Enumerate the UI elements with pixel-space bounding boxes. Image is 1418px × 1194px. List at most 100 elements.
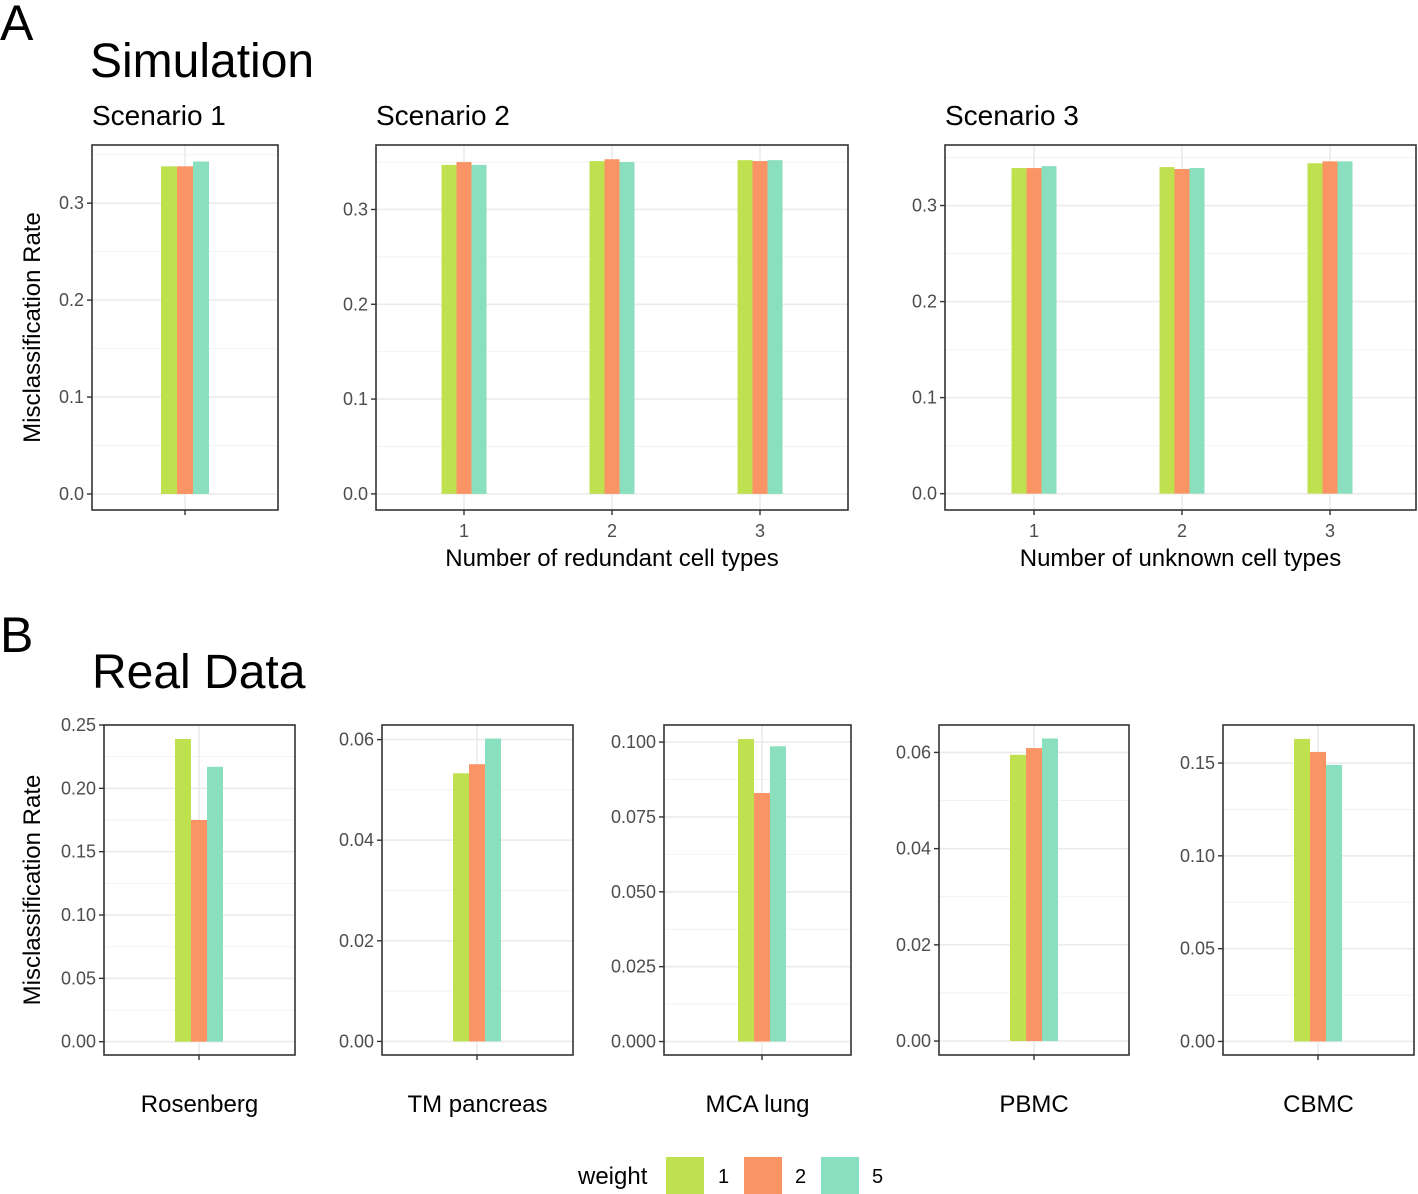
- y-tick-label: 0.00: [896, 1031, 931, 1051]
- bar-weight-1: [1294, 738, 1310, 1042]
- bar-weight-5-cat-3: [767, 160, 783, 494]
- bar-weight-2: [1026, 748, 1042, 1042]
- bar-weight-5-cat-3: [1337, 161, 1353, 494]
- y-tick-label: 0.1: [59, 387, 84, 407]
- panel-b-letter: B: [0, 607, 33, 663]
- y-tick-label: 0.05: [1180, 939, 1215, 959]
- legend-swatch-1: [666, 1157, 704, 1194]
- legend-swatch-2: [744, 1157, 782, 1194]
- bar-weight-2: [177, 166, 193, 495]
- bar-weight-1-cat-3: [737, 160, 753, 494]
- bar-weight-5-cat-1: [1041, 166, 1057, 494]
- legend-label-2: 2: [795, 1166, 806, 1188]
- subplot-title: Scenario 3: [945, 100, 1079, 131]
- chart-panel-6: 0.000 0.025 0.050 0.075 0.100 MCA lung: [611, 724, 852, 1118]
- bar-weight-1: [738, 739, 754, 1042]
- panel-b-title: Real Data: [92, 646, 306, 699]
- y-tick-label: 0.0: [59, 484, 84, 504]
- y-tick-label: 0.2: [343, 294, 368, 314]
- y-tick-label: 0.10: [61, 905, 96, 925]
- y-tick-label: 0.04: [896, 839, 931, 859]
- x-tick-label: 2: [1177, 521, 1187, 541]
- chart-panel-8: 0.00 0.05 0.10 0.15 CBMC: [1180, 724, 1415, 1118]
- bar-weight-2-cat-2: [604, 159, 620, 494]
- bar-weight-2: [754, 792, 770, 1042]
- bar-weight-1: [453, 773, 469, 1042]
- chart-panel-3: 0.0 0.1 0.2 0.3 1 2 3 Scenario 3 Number of unkno…: [912, 100, 1417, 572]
- bar-weight-5: [1326, 764, 1342, 1042]
- x-axis-title: Rosenberg: [141, 1091, 258, 1118]
- y-tick-label: 0.3: [912, 196, 937, 216]
- bar-weight-1-cat-3: [1307, 163, 1323, 494]
- chart-panel-7: 0.00 0.02 0.04 0.06 PBMC: [896, 724, 1130, 1118]
- bar-weight-1: [1010, 754, 1026, 1042]
- y-tick-label: 0.3: [59, 193, 84, 213]
- legend-swatch-5: [821, 1157, 859, 1194]
- x-tick-label: 1: [1029, 521, 1039, 541]
- y-tick-label: 0.050: [611, 882, 656, 902]
- x-axis-title: MCA lung: [705, 1091, 809, 1118]
- bar-weight-5-cat-1: [471, 164, 487, 494]
- bar-weight-2: [469, 764, 485, 1042]
- y-tick-label: 0.025: [611, 957, 656, 977]
- y-tick-label: 0.2: [912, 292, 937, 312]
- y-tick-label: 0.02: [339, 931, 374, 951]
- bar-weight-2-cat-2: [1174, 169, 1190, 494]
- bar-weight-5: [1042, 738, 1058, 1042]
- y-tick-label: 0.06: [339, 730, 374, 750]
- bar-weight-5: [770, 746, 786, 1042]
- chart-panel-5: 0.00 0.02 0.04 0.06 TM pancreas: [339, 724, 574, 1118]
- legend-label-1: 1: [718, 1166, 729, 1188]
- y-tick-label: 0.04: [339, 830, 374, 850]
- subplot-title: Scenario 2: [376, 100, 510, 131]
- x-axis-title: Number of redundant cell types: [445, 545, 779, 572]
- panel-a-title: Simulation: [90, 35, 314, 88]
- bar-weight-1: [175, 738, 191, 1042]
- panel-a-letter: A: [0, 0, 34, 51]
- y-axis-title: Misclassification Rate: [19, 212, 46, 443]
- subplot-title: Scenario 1: [92, 100, 226, 131]
- y-tick-label: 0.15: [1180, 753, 1215, 773]
- bar-weight-1-cat-2: [1159, 167, 1175, 494]
- y-tick-label: 0.00: [1180, 1031, 1215, 1051]
- bar-weight-1-cat-1: [441, 164, 457, 494]
- bar-weight-5-cat-2: [619, 162, 635, 494]
- chart-panel-2: 0.0 0.1 0.2 0.3 1 2 3 Scenario 2 Number of redun…: [343, 100, 849, 572]
- bar-weight-1: [161, 166, 177, 495]
- bar-weight-2-cat-1: [456, 162, 472, 494]
- y-tick-label: 0.10: [1180, 846, 1215, 866]
- bar-weight-2: [191, 820, 207, 1042]
- x-axis-title: PBMC: [999, 1091, 1068, 1118]
- y-tick-label: 0.06: [896, 742, 931, 762]
- y-tick-label: 0.000: [611, 1032, 656, 1052]
- x-tick-label: 2: [607, 521, 617, 541]
- panel-border: [663, 724, 852, 1056]
- panel-border: [944, 144, 1417, 511]
- y-tick-label: 0.05: [61, 968, 96, 988]
- charts-group: 0.0 0.1 0.2 0.3 Scenario 1 Misclassification …: [19, 100, 1417, 1118]
- y-tick-label: 0.100: [611, 732, 656, 752]
- y-tick-label: 0.00: [61, 1032, 96, 1052]
- y-tick-label: 0.0: [343, 484, 368, 504]
- y-tick-label: 0.00: [339, 1031, 374, 1051]
- y-tick-label: 0.02: [896, 935, 931, 955]
- bar-weight-1-cat-1: [1011, 168, 1027, 494]
- y-tick-label: 0.2: [59, 290, 84, 310]
- y-axis-title: Misclassification Rate: [19, 775, 46, 1006]
- y-tick-label: 0.1: [343, 389, 368, 409]
- x-axis-title: TM pancreas: [407, 1091, 547, 1118]
- x-tick-label: 3: [1325, 521, 1335, 541]
- chart-panel-4: 0.00 0.05 0.10 0.15 0.20 0.25 Rosenberg Misclas…: [19, 715, 296, 1118]
- y-tick-label: 0.25: [61, 715, 96, 735]
- legend: weight 1 2 5: [577, 1157, 883, 1194]
- bar-weight-5: [207, 766, 223, 1042]
- y-tick-label: 0.15: [61, 842, 96, 862]
- bar-weight-1-cat-2: [589, 161, 605, 494]
- bar-weight-2: [1310, 751, 1326, 1042]
- x-tick-label: 3: [755, 521, 765, 541]
- y-tick-label: 0.1: [912, 388, 937, 408]
- legend-title: weight: [577, 1163, 648, 1190]
- y-tick-label: 0.075: [611, 807, 656, 827]
- chart-panel-1: 0.0 0.1 0.2 0.3 Scenario 1 Misclassification …: [19, 100, 279, 515]
